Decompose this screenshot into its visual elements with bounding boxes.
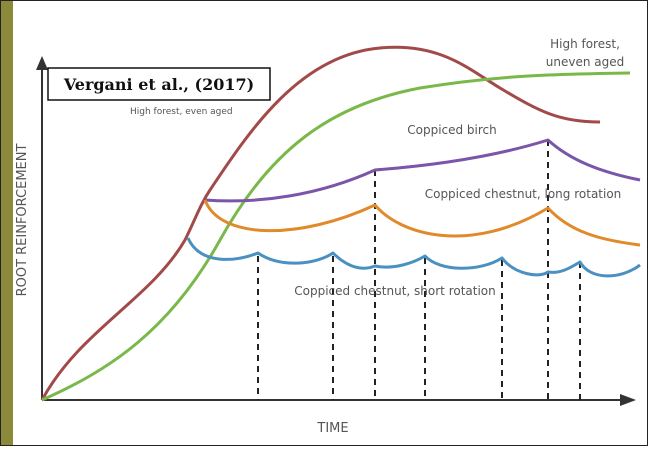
- y-axis-label: ROOT REINFORCEMENT: [15, 144, 30, 297]
- curve-label: Coppiced birch: [407, 123, 497, 137]
- curve-label: uneven aged: [546, 55, 624, 69]
- curve-label: Coppiced chestnut, long rotation: [425, 187, 622, 201]
- citation: Vergani et al., (2017): [63, 75, 254, 94]
- diagram: ROOT REINFORCEMENT TIME High forest, eve…: [0, 0, 648, 446]
- x-axis-label: TIME: [316, 421, 348, 436]
- curve-label: High forest,: [550, 37, 620, 51]
- photo-strip: [0, 0, 13, 446]
- curve-label: Coppiced chestnut, short rotation: [294, 284, 496, 298]
- curve-label: High forest, even aged: [130, 107, 233, 117]
